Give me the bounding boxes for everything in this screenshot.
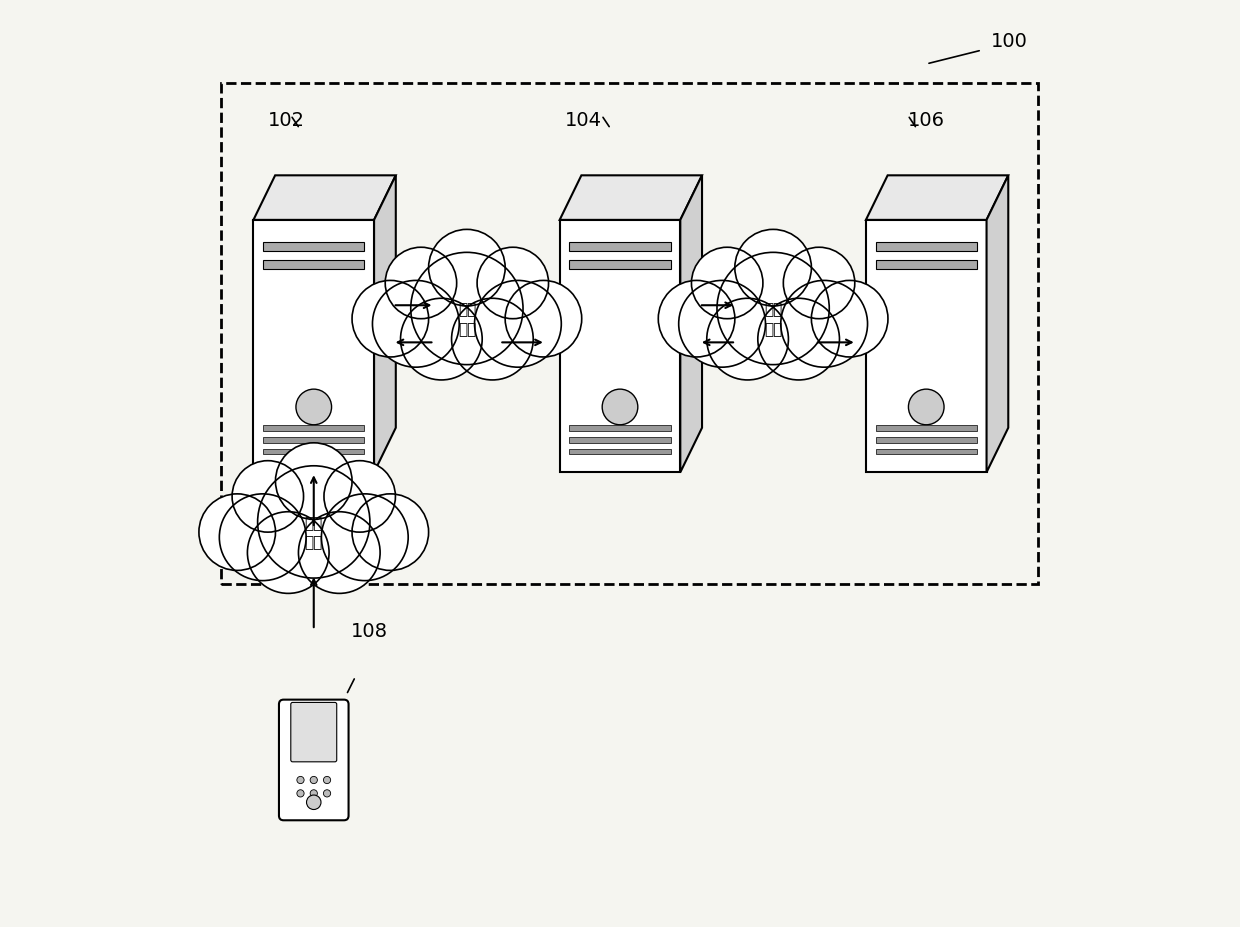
Polygon shape xyxy=(569,425,671,431)
Polygon shape xyxy=(263,449,365,455)
Circle shape xyxy=(258,466,370,578)
Text: 102: 102 xyxy=(268,111,305,130)
Circle shape xyxy=(232,461,304,532)
Circle shape xyxy=(781,281,868,368)
Polygon shape xyxy=(875,438,977,443)
Polygon shape xyxy=(263,260,365,270)
Polygon shape xyxy=(569,243,671,252)
Circle shape xyxy=(219,494,306,581)
Circle shape xyxy=(324,777,331,784)
Circle shape xyxy=(275,443,352,520)
Circle shape xyxy=(909,389,944,425)
Polygon shape xyxy=(263,243,365,252)
Circle shape xyxy=(296,790,304,797)
Polygon shape xyxy=(559,176,702,221)
Circle shape xyxy=(401,298,482,380)
Circle shape xyxy=(324,461,396,532)
Circle shape xyxy=(410,253,523,365)
Polygon shape xyxy=(875,425,977,431)
Polygon shape xyxy=(263,425,365,431)
Text: 网络
连接: 网络 连接 xyxy=(458,302,476,337)
Polygon shape xyxy=(569,260,671,270)
Polygon shape xyxy=(374,176,396,473)
Polygon shape xyxy=(875,243,977,252)
Polygon shape xyxy=(263,438,365,443)
Polygon shape xyxy=(875,449,977,455)
Text: 100: 100 xyxy=(991,32,1028,51)
Circle shape xyxy=(321,494,408,581)
Circle shape xyxy=(306,795,321,809)
Text: 106: 106 xyxy=(908,111,945,130)
Polygon shape xyxy=(559,221,681,473)
Polygon shape xyxy=(253,221,374,473)
Circle shape xyxy=(198,494,275,571)
Circle shape xyxy=(717,253,830,365)
Circle shape xyxy=(707,298,789,380)
Circle shape xyxy=(692,248,763,319)
Polygon shape xyxy=(987,176,1008,473)
Polygon shape xyxy=(681,176,702,473)
Polygon shape xyxy=(866,221,987,473)
Text: 104: 104 xyxy=(564,111,601,130)
Polygon shape xyxy=(253,176,396,221)
Circle shape xyxy=(386,248,456,319)
Circle shape xyxy=(372,281,459,368)
Circle shape xyxy=(296,389,331,425)
Polygon shape xyxy=(569,438,671,443)
Circle shape xyxy=(603,389,637,425)
Circle shape xyxy=(505,281,582,358)
Circle shape xyxy=(296,777,304,784)
Circle shape xyxy=(758,298,839,380)
Circle shape xyxy=(451,298,533,380)
Text: 网络
连接: 网络 连接 xyxy=(764,302,782,337)
Circle shape xyxy=(475,281,562,368)
Text: 108: 108 xyxy=(351,621,388,640)
Circle shape xyxy=(299,512,381,594)
Circle shape xyxy=(477,248,548,319)
Circle shape xyxy=(352,494,429,571)
Polygon shape xyxy=(866,176,1008,221)
Circle shape xyxy=(248,512,329,594)
Circle shape xyxy=(784,248,854,319)
Circle shape xyxy=(678,281,765,368)
Text: 网络
连接: 网络 连接 xyxy=(305,515,322,550)
Circle shape xyxy=(352,281,429,358)
Circle shape xyxy=(811,281,888,358)
FancyBboxPatch shape xyxy=(279,700,348,820)
Polygon shape xyxy=(875,260,977,270)
FancyBboxPatch shape xyxy=(291,703,337,762)
Circle shape xyxy=(310,777,317,784)
Circle shape xyxy=(658,281,735,358)
Circle shape xyxy=(310,790,317,797)
Circle shape xyxy=(324,790,331,797)
Circle shape xyxy=(429,230,505,307)
Polygon shape xyxy=(569,449,671,455)
Circle shape xyxy=(735,230,811,307)
